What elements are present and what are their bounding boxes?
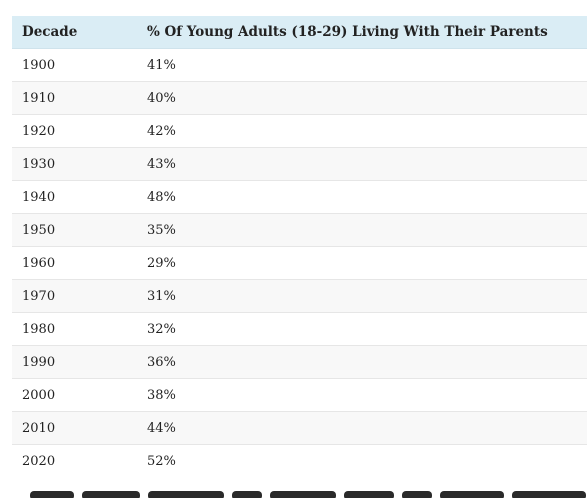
table-row: 1900 41% [12,48,587,82]
decade-cell: 1930 [12,147,137,181]
decade-cell: 1970 [12,279,137,313]
decade-cell: 1920 [12,114,137,148]
decade-cell: 1910 [12,81,137,115]
percent-cell: 32% [137,312,587,346]
table-row: 2020 52% [12,445,587,478]
table-row: 1920 42% [12,114,587,148]
header-row: Decade % Of Young Adults (18-29) Living … [12,16,587,49]
percent-cell: 38% [137,378,587,412]
percent-cell: 44% [137,411,587,445]
decade-cell: 1900 [12,48,137,82]
decade-cell: 2010 [12,411,137,445]
table-header: Decade % Of Young Adults (18-29) Living … [12,16,587,49]
percent-cell: 48% [137,180,587,214]
table-row: 1930 43% [12,147,587,181]
table-row: 1950 35% [12,213,587,247]
percent-cell: 40% [137,81,587,115]
percent-cell: 52% [147,453,176,469]
cut-off-paragraph-text [30,485,587,498]
header-percent: % Of Young Adults (18-29) Living With Th… [137,16,587,49]
percent-cell: 41% [137,48,587,82]
table-row: 1940 48% [12,180,587,214]
decade-cell: 1950 [12,213,137,247]
percent-cell: 29% [137,246,587,280]
table-row: 1960 29% [12,246,587,280]
percent-cell: 36% [137,345,587,379]
table-row: 1910 40% [12,81,587,115]
decade-cell: 2020 [22,453,56,469]
decade-cell: 1980 [12,312,137,346]
table-row: 1980 32% [12,312,587,346]
decade-cell: 2000 [12,378,137,412]
percent-cell: 35% [137,213,587,247]
table-row: 1970 31% [12,279,587,313]
percent-cell: 42% [137,114,587,148]
header-decade: Decade [12,16,137,49]
decade-cell: 1940 [12,180,137,214]
table-body: 1900 41% 1910 40% 1920 42% 1930 43% 1940 48% 1950 3… [12,48,587,478]
table-row: 1990 36% [12,345,587,379]
decade-cell: 1990 [12,345,137,379]
percent-cell: 31% [137,279,587,313]
percent-cell: 43% [137,147,587,181]
table-row: 2000 38% [12,378,587,412]
young-adults-table: Decade % Of Young Adults (18-29) Living … [12,16,587,477]
data-table-container: Decade % Of Young Adults (18-29) Living … [12,16,587,477]
table-row: 2010 44% [12,411,587,445]
decade-cell: 1960 [12,246,137,280]
